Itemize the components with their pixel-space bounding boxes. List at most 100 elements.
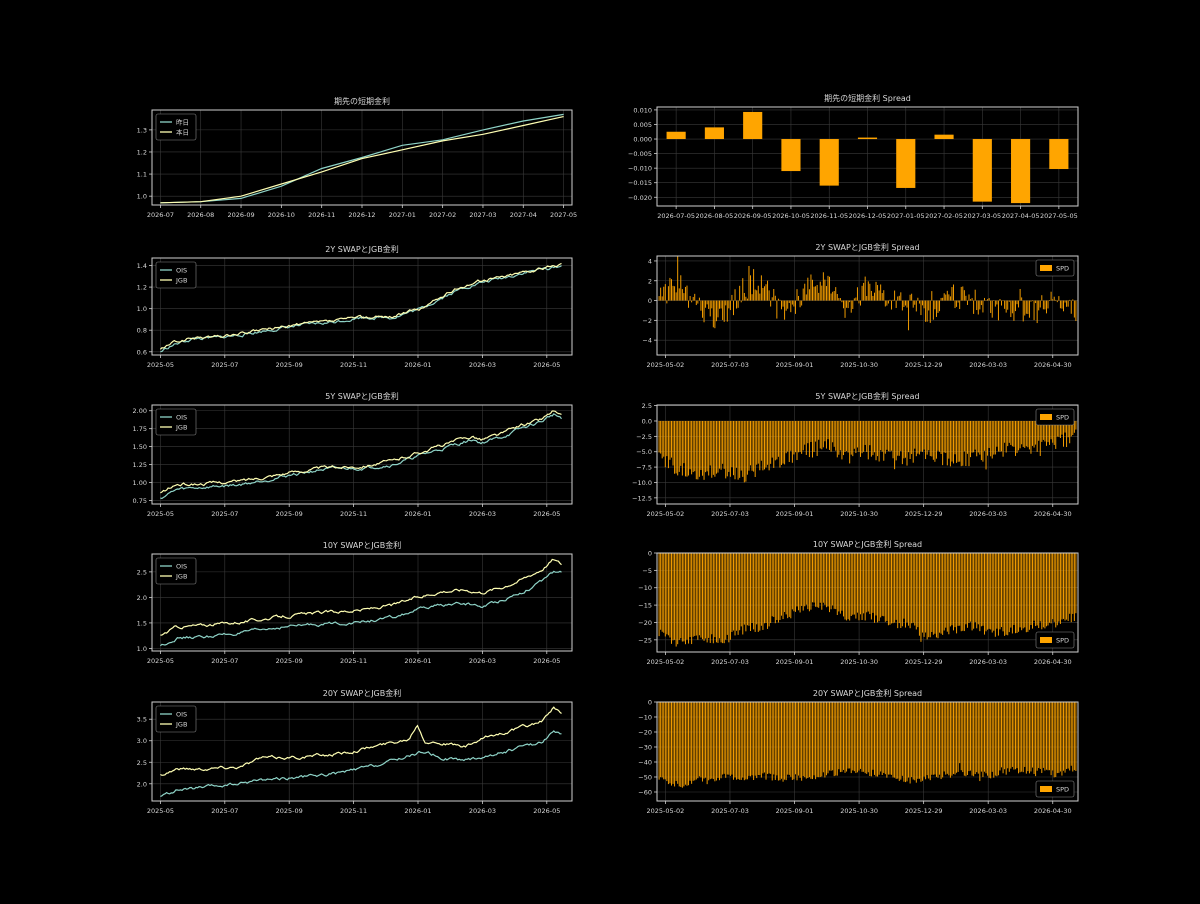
spd-2y-bar (760, 275, 762, 301)
fwd-rates-xtick-label: 2027-04 (510, 211, 537, 219)
spd-5y-bar (686, 420, 688, 477)
spd-2y-bar (751, 294, 753, 301)
spd-5y-bar (770, 420, 772, 464)
spd-5y-bar (918, 420, 920, 455)
spd-10y-bar (949, 553, 951, 627)
spd-2y-bar (1016, 300, 1018, 305)
spd-10y-bar (881, 553, 883, 616)
spd-2y-bar (745, 296, 747, 301)
spd-10y-bar (702, 553, 703, 640)
spd-2y-bar (729, 300, 731, 311)
spd-20y-bar (684, 702, 686, 785)
spd-10y-bar (934, 553, 936, 634)
spd-5y-bar (894, 420, 896, 470)
spd-10y-bar (945, 553, 947, 628)
spd-10y-bar (915, 553, 917, 630)
spd-5y-bar (830, 420, 832, 452)
spd-10y-bar (903, 553, 905, 619)
spd-20y-bar (801, 702, 803, 781)
spd-5y-bar (733, 420, 734, 476)
swap-10y-series-ois (160, 570, 562, 647)
spd-10y-xtick-label: 2026-04-30 (1034, 658, 1072, 666)
spd-2y-bar (853, 298, 855, 301)
spd-5y-bar (917, 420, 919, 454)
spd-20y-bar (798, 702, 800, 776)
spd-20y-bar (782, 702, 784, 782)
spd-2y-bar (695, 300, 697, 306)
spd-5y-bar (858, 420, 860, 452)
spd-20y-bar (1007, 702, 1009, 769)
spd-5y-bar (1066, 420, 1068, 448)
spd-10y-bar (816, 553, 818, 608)
fwd-spread-bar (972, 139, 992, 202)
spd-2y-bar (756, 290, 758, 301)
spd-2y-bar (948, 294, 950, 301)
spd-5y-bar (729, 420, 731, 477)
spd-5y-bar (1063, 420, 1064, 447)
spd-20y-bar (736, 702, 738, 780)
spd-5y-bar (980, 420, 982, 461)
spd-5y-bar (960, 420, 962, 467)
spd-20y-bar (946, 702, 948, 774)
spd-2y-bar (733, 300, 734, 316)
swap-2y-legend-label: JGB (175, 276, 187, 284)
spd-5y-ytick-label: −10.0 (632, 479, 652, 487)
fwd-rates-xtick-label: 2026-08 (187, 211, 214, 219)
fwd-spread-bar (743, 111, 763, 140)
spd-5y-bar (1030, 420, 1032, 454)
spd-2y-bar (997, 300, 999, 321)
spd-20y-bar (1070, 702, 1072, 766)
spd-20y-bar (719, 702, 720, 781)
spd-10y-ytick-label: −20 (638, 619, 652, 627)
spd-10y-bar (979, 553, 981, 632)
spd-10y-bar (756, 553, 758, 625)
spd-20y-bar (948, 702, 950, 776)
spd-2y-bar (816, 284, 818, 301)
spd-5y-bar (887, 420, 889, 452)
spd-5y-bar (816, 420, 818, 456)
spd-20y-bar (898, 702, 900, 781)
spd-10y-bar (918, 553, 920, 636)
swap-5y-ytick-label: 1.50 (133, 443, 147, 451)
spd-2y-bar (763, 286, 765, 301)
spd-10y-bar (942, 553, 944, 635)
spd-5y-bar (853, 420, 855, 449)
fwd-rates-series-昨日 (160, 113, 564, 204)
spd-20y-bar (949, 702, 951, 778)
spd-10y-bar (951, 553, 953, 626)
swap-10y-ytick-label: 1.0 (137, 645, 147, 653)
spd-20y-bar (860, 702, 861, 769)
spd-5y-bar (660, 420, 662, 454)
spd-5y-legend-label: SPD (1056, 413, 1069, 421)
spd-5y-bar (953, 420, 954, 464)
spd-2y-xtick-label: 2025-10-30 (840, 361, 878, 369)
spd-10y-bar (855, 553, 857, 619)
spd-2y-bar (966, 300, 968, 305)
spd-2y-bar (779, 299, 781, 301)
spd-10y-bar (706, 553, 708, 643)
spd-2y-bar (982, 300, 984, 313)
spd-20y-bar (700, 702, 702, 778)
spd-20y-xtick-label: 2025-07-03 (711, 807, 749, 815)
spd-5y-bar (942, 420, 944, 466)
spd-20y-bar (1024, 702, 1026, 767)
spd-20y-bar (815, 702, 817, 780)
spd-2y-bar (861, 285, 863, 301)
swap-10y-title: 10Y SWAPとJGB金利 (323, 540, 402, 550)
swap-20y-xtick-label: 2025-07 (211, 807, 238, 815)
spd-10y-bar (1055, 553, 1057, 628)
spd-2y-bar (765, 284, 767, 301)
spd-10y-bar (695, 553, 697, 636)
swap-2y-xtick-label: 2025-09 (276, 361, 303, 369)
spd-2y-bar (777, 298, 779, 301)
spd-20y-bar (680, 702, 682, 787)
spd-2y-bar (835, 287, 837, 301)
spd-10y-bar (883, 553, 885, 617)
spd-20y-bar (1042, 702, 1044, 768)
spd-5y-ytick-label: −5.0 (636, 448, 652, 456)
spd-5y-bar (787, 420, 789, 452)
spd-2y-xtick-label: 2025-12-29 (905, 361, 943, 369)
spd-20y-bar (957, 702, 959, 772)
spd-2y-bar (753, 269, 755, 301)
